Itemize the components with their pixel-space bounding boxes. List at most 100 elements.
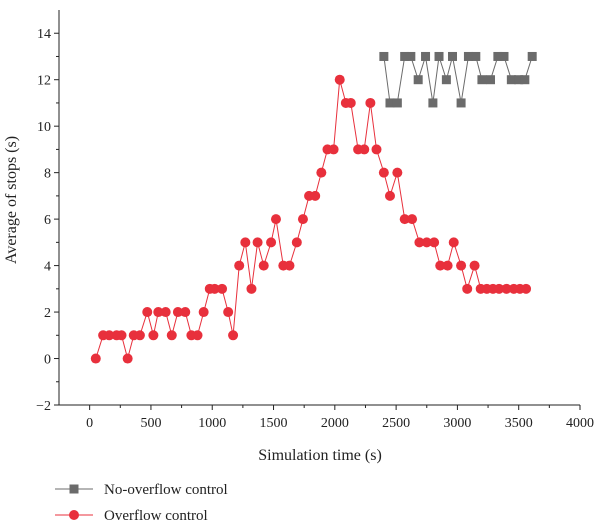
x-tick-label: 4000 xyxy=(566,416,594,431)
data-point xyxy=(448,51,458,61)
data-point xyxy=(378,167,389,178)
data-point xyxy=(240,237,251,248)
data-point xyxy=(385,98,395,108)
data-point xyxy=(180,307,191,318)
y-tick-label: 8 xyxy=(44,167,51,182)
data-point xyxy=(334,74,345,85)
data-point xyxy=(407,214,418,225)
y-tick-label: 4 xyxy=(44,260,51,275)
data-point xyxy=(316,167,327,178)
data-point xyxy=(192,330,203,341)
data-point xyxy=(148,330,159,341)
data-point xyxy=(421,237,432,248)
data-point xyxy=(104,330,115,341)
data-point xyxy=(392,98,402,108)
data-point xyxy=(456,260,467,271)
data-point xyxy=(122,353,133,364)
x-tick-label: 500 xyxy=(140,416,161,431)
data-point xyxy=(384,190,395,201)
data-point xyxy=(258,260,269,271)
data-point xyxy=(486,75,496,85)
data-point xyxy=(392,167,403,178)
data-point xyxy=(234,260,245,271)
data-point xyxy=(297,214,308,225)
series-no-overflow-control xyxy=(379,51,537,108)
y-tick-label: 14 xyxy=(37,27,51,42)
data-point xyxy=(400,51,410,61)
legend-item: Overflow control xyxy=(55,508,208,524)
y-axis-label: Average of stops (s) xyxy=(3,136,20,264)
data-point xyxy=(209,283,220,294)
data-point xyxy=(228,330,239,341)
data-point xyxy=(379,51,389,61)
series-line xyxy=(95,79,527,361)
data-point xyxy=(442,260,453,271)
data-point xyxy=(434,51,444,61)
data-point xyxy=(493,51,503,61)
data-point xyxy=(406,51,416,61)
data-point xyxy=(217,283,228,294)
data-point xyxy=(527,51,537,61)
data-point xyxy=(399,214,410,225)
data-point xyxy=(456,98,466,108)
data-point xyxy=(284,260,295,271)
y-tick-label: 12 xyxy=(37,74,51,89)
data-point xyxy=(462,283,473,294)
legend-marker xyxy=(69,484,79,494)
x-tick-label: 3000 xyxy=(443,416,471,431)
data-point xyxy=(414,237,425,248)
y-tick-label: 6 xyxy=(44,213,51,228)
data-point xyxy=(266,237,277,248)
plot-marks xyxy=(90,51,537,364)
data-point xyxy=(134,330,145,341)
legend: No-overflow control Overflow control xyxy=(55,482,228,524)
data-point xyxy=(291,237,302,248)
y-tick-label: 2 xyxy=(44,306,51,321)
legend-marker xyxy=(69,510,79,520)
data-point xyxy=(116,330,127,341)
data-point xyxy=(413,75,423,85)
data-point xyxy=(153,307,164,318)
data-point xyxy=(421,51,431,61)
data-point xyxy=(506,75,516,85)
data-point xyxy=(471,51,481,61)
data-point xyxy=(429,237,440,248)
x-tick-label: 1000 xyxy=(198,416,226,431)
data-point xyxy=(223,307,234,318)
data-point xyxy=(477,75,487,85)
y-tick-label: 10 xyxy=(37,120,51,135)
data-point xyxy=(328,144,339,155)
data-point xyxy=(463,51,473,61)
data-point xyxy=(520,75,530,85)
y-tick-label: 0 xyxy=(44,353,51,368)
x-axis-label: Simulation time (s) xyxy=(258,447,382,464)
data-point xyxy=(252,237,263,248)
x-tick-label: 0 xyxy=(86,416,93,431)
series-overflow-control xyxy=(90,74,532,364)
data-point xyxy=(365,97,376,108)
data-point xyxy=(371,144,382,155)
data-point xyxy=(521,283,532,294)
data-point xyxy=(142,307,153,318)
data-point xyxy=(310,190,321,201)
data-point xyxy=(501,283,512,294)
legend-item: No-overflow control xyxy=(55,482,228,498)
data-point xyxy=(246,283,257,294)
data-point xyxy=(448,237,459,248)
legend-label: Overflow control xyxy=(104,508,208,524)
data-point xyxy=(441,75,451,85)
legend-label: No-overflow control xyxy=(104,482,228,498)
data-point xyxy=(499,51,509,61)
x-tick-label: 2000 xyxy=(321,416,349,431)
data-point xyxy=(469,260,480,271)
data-point xyxy=(198,307,209,318)
data-point xyxy=(428,98,438,108)
data-point xyxy=(514,75,524,85)
axes: −2 0 2 4 6 8 10 12 14 0 500 1000 1500 2000 2500 3000 350… xyxy=(36,10,594,431)
x-tick-label: 2500 xyxy=(382,416,410,431)
data-point xyxy=(345,97,356,108)
data-point xyxy=(160,307,171,318)
data-point xyxy=(359,144,370,155)
y-tick-label: −2 xyxy=(36,399,51,414)
